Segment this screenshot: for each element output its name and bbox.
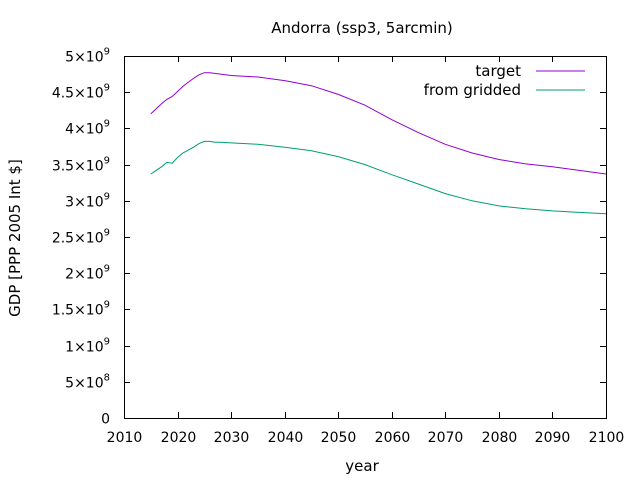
y-axis-label: GDP [PPP 2005 Int $] [6,159,24,317]
y-tick-label: 0 [101,412,110,428]
y-tick-label: 5×108 [65,373,110,392]
y-tick-label: 2.5×109 [52,228,110,247]
y-tick-label: 3.5×109 [52,156,110,175]
x-tick-label: 2080 [482,430,518,446]
series-line-0 [150,72,607,175]
x-tick-label: 2060 [375,430,411,446]
y-tick-label: 4.5×109 [52,83,110,102]
x-tick-label: 2070 [428,430,464,446]
x-axis: 2010 2020 2030 2040 2050 2060 2070 2080 2090 2100 [107,56,625,446]
x-tick-label: 2050 [321,430,357,446]
x-tick-label: 2010 [107,430,143,446]
x-tick-label: 2020 [161,430,197,446]
x-tick-label: 2090 [535,430,571,446]
legend-label: target [475,62,521,80]
x-tick-label: 2040 [268,430,304,446]
x-tick-label: 2030 [214,430,250,446]
y-tick-label: 2×109 [65,264,110,283]
series-lines [150,72,607,215]
y-tick-label: 3×109 [65,192,110,211]
legend-label: from gridded [424,81,521,99]
y-tick-label: 1×109 [65,337,110,356]
y-tick-label: 5×109 [65,47,110,66]
series-line-1 [150,140,607,215]
y-tick-label: 4×109 [65,119,110,138]
plot-frame [124,56,607,419]
x-axis-label: year [345,457,379,475]
chart-title: Andorra (ssp3, 5arcmin) [271,19,453,37]
y-axis: 0 5×108 1×109 1.5×109 2×109 2.5×109 3×109 3.5×1… [52,47,606,428]
x-tick-label: 2100 [589,430,625,446]
y-tick-label: 1.5×109 [52,300,110,319]
